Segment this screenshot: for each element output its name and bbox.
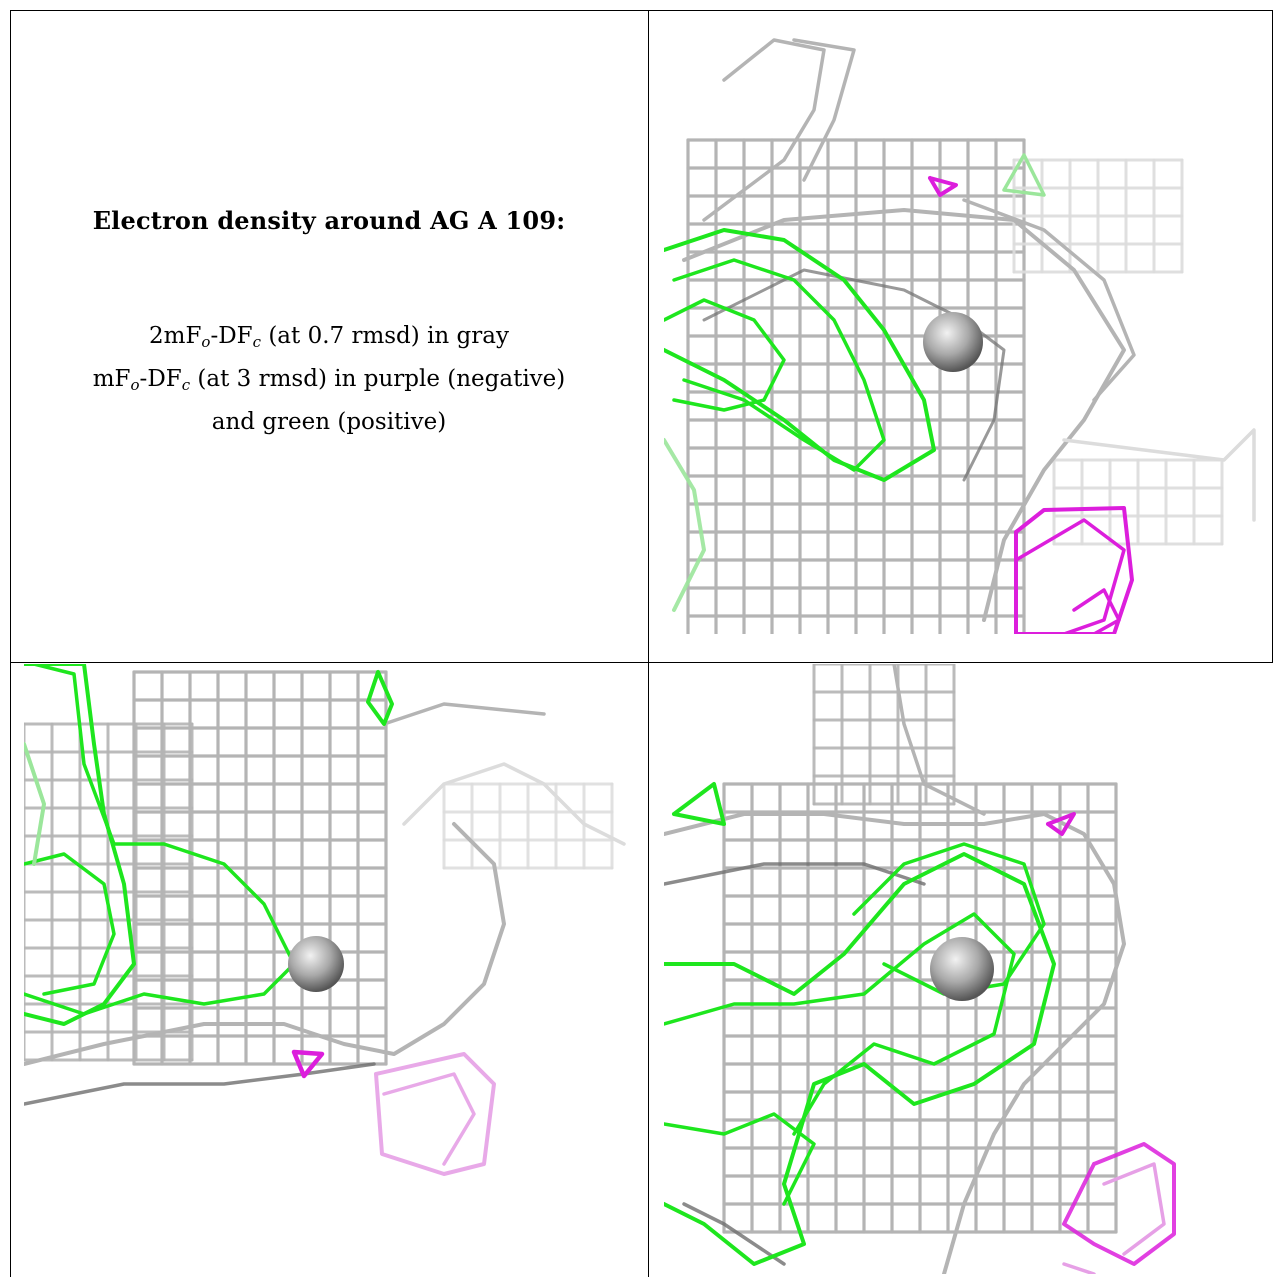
density-map-view: [664, 664, 1176, 1274]
table-border-top: [10, 10, 1273, 11]
positive-green-density-mesh: [664, 1112, 816, 1206]
legend-term: 2mF: [149, 323, 202, 349]
positive-green-density-mesh: [664, 912, 1016, 1136]
legend-text: (at 3 rmsd) in purple (negative): [190, 366, 566, 392]
gray-density-mesh: [722, 782, 1118, 1234]
positive-green-density-mesh: [664, 852, 1056, 1266]
gray-density-contour: [792, 38, 856, 182]
positive-green-density-mesh: [24, 852, 116, 996]
legend-term: -DF: [210, 323, 253, 349]
legend-term: -DF: [139, 366, 182, 392]
positive-green-density-mesh: [1002, 153, 1046, 197]
gray-density-contour: [682, 1202, 786, 1266]
positive-green-density-mesh: [664, 438, 706, 612]
density-panel-top-right: [664, 20, 1274, 634]
gray-density-contour: [1062, 428, 1256, 522]
negative-purple-density-mesh: [1062, 1262, 1096, 1274]
legend-subscript: o: [130, 376, 140, 394]
negative-purple-density-mesh: [1014, 518, 1126, 634]
table-row-divider: [10, 662, 1273, 663]
table-border-left: [10, 10, 11, 1277]
positive-green-density-mesh: [672, 782, 726, 826]
negative-purple-density-mesh: [374, 1052, 496, 1176]
gray-density-contour: [382, 702, 546, 726]
negative-purple-density-mesh: [1046, 812, 1076, 836]
legend-subscript: o: [201, 333, 211, 351]
legend-subscript: c: [252, 333, 262, 351]
gray-density-mesh: [812, 664, 956, 806]
gray-density-contour: [664, 812, 1126, 1274]
legend-text: (at 0.7 rmsd) in gray: [261, 323, 509, 349]
gray-density-mesh: [1052, 458, 1224, 546]
silver-atom-sphere: [923, 312, 983, 372]
positive-green-density-mesh: [24, 742, 46, 866]
table-border-middle: [648, 10, 649, 1277]
gray-density-contour: [962, 198, 1136, 402]
positive-green-density-mesh: [24, 664, 136, 1026]
negative-purple-density-mesh: [291, 1049, 325, 1079]
positive-green-density-mesh: [672, 258, 886, 472]
gray-density-contour: [24, 1062, 376, 1106]
legend-title: Electron density around AG A 109:: [92, 206, 566, 235]
positive-green-density-mesh: [664, 228, 936, 482]
negative-purple-density-mesh: [382, 1072, 476, 1166]
positive-green-density-mesh: [366, 670, 394, 726]
density-map-view: [664, 38, 1256, 634]
legend-line-2fo-fc: 2mFo-DFc (at 0.7 rmsd) in gray: [10, 318, 648, 361]
legend-line-fo-fc: mFo-DFc (at 3 rmsd) in purple (negative): [10, 361, 648, 404]
table-border-right: [1272, 10, 1273, 662]
legend-line-colors: and green (positive): [211, 409, 447, 435]
gray-density-mesh: [442, 782, 614, 870]
density-panel-bottom-left: [24, 664, 634, 1274]
gray-density-contour: [702, 38, 826, 222]
gray-density-contour: [682, 208, 1126, 622]
negative-purple-density-mesh: [1102, 1162, 1166, 1256]
gray-density-mesh: [1012, 158, 1184, 274]
silver-atom-sphere: [930, 937, 994, 1001]
legend-cell: Electron density around AG A 109: 2mFo-D…: [10, 0, 648, 655]
density-map-view: [24, 664, 626, 1176]
positive-green-density-mesh: [664, 298, 786, 412]
negative-purple-density-mesh: [1014, 506, 1134, 634]
silver-atom-sphere: [288, 936, 344, 992]
legend-description: 2mFo-DFc (at 0.7 rmsd) in gray mFo-DFc (…: [10, 318, 648, 441]
gray-density-contour: [24, 822, 506, 1066]
positive-green-density-mesh: [24, 664, 296, 1016]
legend-subscript: c: [181, 376, 191, 394]
gray-density-contour: [402, 762, 626, 846]
gray-density-contour: [892, 664, 986, 816]
negative-purple-density-mesh: [1072, 588, 1121, 634]
gray-density-mesh: [132, 670, 388, 1066]
negative-purple-density-mesh: [1062, 1142, 1176, 1266]
density-panel-bottom-right: [664, 664, 1274, 1274]
legend-term: mF: [92, 366, 131, 392]
negative-purple-density-mesh: [928, 176, 958, 197]
